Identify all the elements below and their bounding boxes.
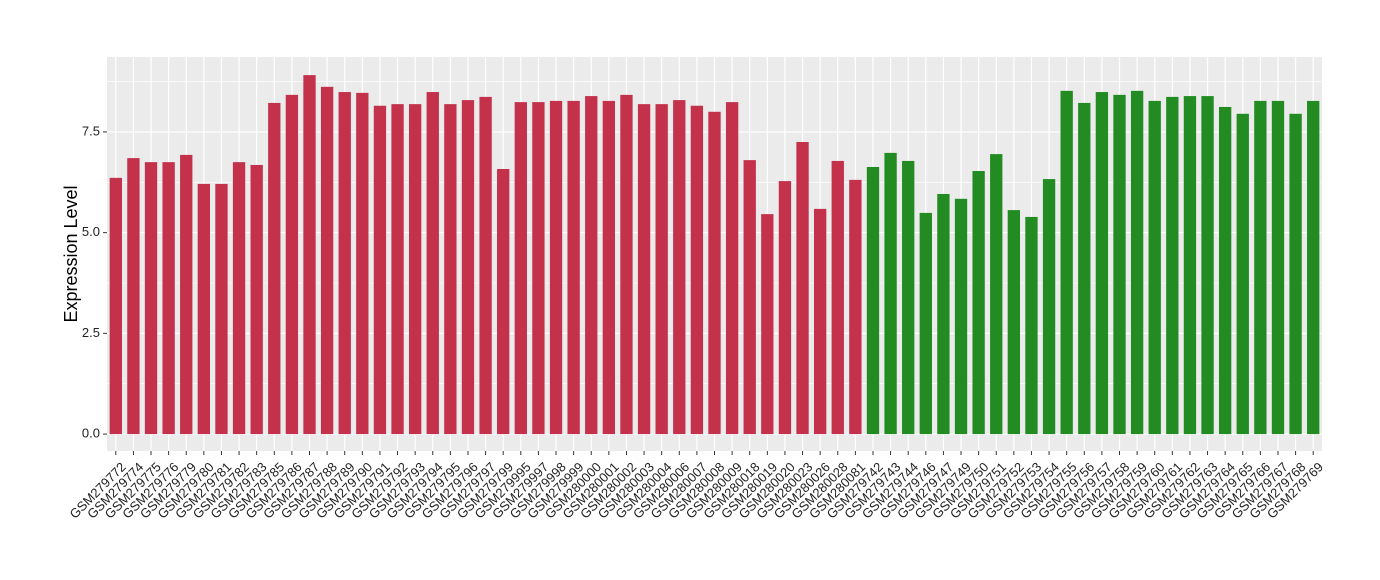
bar (391, 104, 404, 435)
bar (127, 158, 140, 435)
bar (320, 86, 334, 435)
bar (1218, 106, 1232, 435)
bar (303, 75, 316, 435)
bar (602, 100, 616, 435)
bar (778, 181, 792, 435)
y-tick-label: 7.5 (82, 123, 100, 138)
bar (549, 100, 563, 435)
bar (268, 102, 281, 435)
bar (444, 104, 457, 435)
y-tick-label: 2.5 (82, 325, 100, 340)
bar (972, 171, 985, 435)
bar (1183, 96, 1197, 435)
bar (637, 104, 651, 435)
bar (479, 96, 492, 435)
bar (884, 152, 897, 435)
bar (937, 193, 950, 435)
bar (1289, 113, 1302, 435)
bar (408, 104, 422, 435)
bar (866, 166, 880, 435)
bar (690, 105, 704, 435)
bar (813, 208, 827, 435)
bar (954, 198, 968, 435)
bar (426, 92, 439, 435)
bar (919, 212, 932, 435)
bar (725, 102, 739, 435)
bar (1201, 96, 1214, 435)
bar (1095, 92, 1109, 435)
bar (1271, 100, 1285, 435)
bar (514, 102, 527, 435)
bar (655, 104, 668, 435)
bar (708, 111, 721, 435)
bar (831, 160, 844, 435)
bar (144, 162, 158, 435)
y-tick-label: 5.0 (82, 224, 100, 239)
bar (585, 96, 598, 435)
bar (761, 214, 774, 435)
bar (743, 160, 756, 435)
bar (1307, 100, 1320, 435)
bar (373, 105, 387, 435)
bar (1166, 96, 1179, 435)
bar (620, 94, 633, 435)
bar (849, 179, 862, 435)
bar (532, 102, 545, 435)
bar (1042, 179, 1056, 435)
bar (1236, 113, 1249, 435)
bar (990, 154, 1003, 435)
bar (197, 183, 211, 435)
bar (497, 168, 510, 435)
bar (1060, 90, 1073, 435)
bar (180, 154, 193, 435)
bar (1025, 216, 1038, 435)
bar (1148, 100, 1161, 435)
bar (1130, 90, 1144, 435)
bar (356, 92, 369, 435)
bar (285, 94, 299, 435)
bar (215, 183, 228, 435)
bar (1078, 102, 1091, 435)
bar (461, 100, 475, 435)
y-axis-label: Expression Level (61, 185, 81, 322)
bar (902, 160, 915, 435)
bar (250, 164, 263, 435)
bar (338, 92, 351, 435)
bar (673, 100, 686, 435)
bar (567, 100, 580, 435)
y-tick-label: 0.0 (82, 426, 100, 441)
bar (796, 142, 809, 435)
bar (109, 177, 122, 435)
bar (1007, 210, 1021, 435)
bar (1113, 94, 1126, 435)
bar (162, 162, 175, 435)
bar (232, 162, 246, 435)
bar (1254, 100, 1267, 435)
